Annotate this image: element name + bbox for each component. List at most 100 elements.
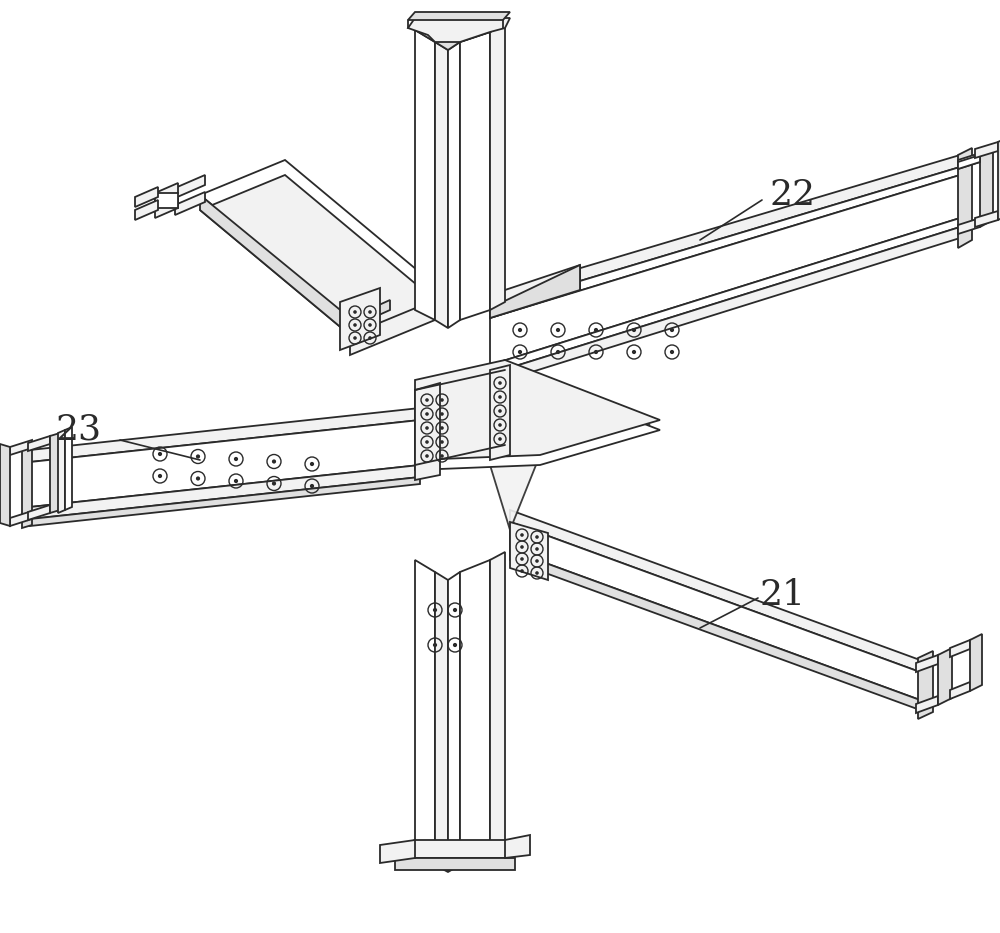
Circle shape — [234, 479, 238, 483]
Polygon shape — [958, 218, 980, 234]
Polygon shape — [30, 477, 420, 526]
Circle shape — [425, 440, 429, 444]
Polygon shape — [958, 148, 972, 248]
Polygon shape — [975, 142, 998, 158]
Polygon shape — [10, 440, 32, 455]
Circle shape — [425, 454, 429, 458]
Polygon shape — [490, 155, 960, 308]
Polygon shape — [175, 175, 205, 198]
Text: 21: 21 — [760, 578, 806, 612]
Text: 22: 22 — [770, 178, 816, 212]
Circle shape — [520, 545, 524, 549]
Circle shape — [498, 438, 502, 440]
Polygon shape — [435, 35, 460, 50]
Polygon shape — [10, 511, 32, 526]
Polygon shape — [340, 288, 380, 350]
Polygon shape — [415, 30, 435, 320]
Circle shape — [433, 608, 437, 612]
Circle shape — [440, 426, 444, 430]
Circle shape — [368, 323, 372, 327]
Polygon shape — [408, 18, 510, 42]
Polygon shape — [22, 445, 32, 528]
Circle shape — [498, 396, 502, 398]
Polygon shape — [425, 370, 490, 460]
Polygon shape — [0, 444, 10, 526]
Polygon shape — [448, 42, 460, 328]
Polygon shape — [200, 160, 435, 318]
Circle shape — [353, 323, 357, 327]
Polygon shape — [505, 835, 530, 858]
Circle shape — [518, 350, 522, 355]
Polygon shape — [958, 155, 980, 169]
Circle shape — [440, 454, 444, 458]
Circle shape — [535, 547, 539, 550]
Circle shape — [594, 350, 598, 355]
Polygon shape — [490, 265, 580, 318]
Polygon shape — [970, 634, 982, 691]
Polygon shape — [415, 560, 435, 865]
Circle shape — [196, 454, 200, 459]
Polygon shape — [490, 218, 960, 374]
Circle shape — [520, 569, 524, 573]
Polygon shape — [958, 153, 980, 169]
Circle shape — [518, 327, 522, 332]
Polygon shape — [200, 195, 350, 335]
Polygon shape — [490, 167, 960, 318]
Circle shape — [272, 481, 276, 485]
Circle shape — [368, 336, 372, 340]
Circle shape — [453, 608, 457, 612]
Polygon shape — [448, 572, 460, 872]
Circle shape — [632, 350, 636, 355]
Polygon shape — [460, 560, 490, 865]
Circle shape — [440, 398, 444, 402]
Polygon shape — [916, 655, 938, 672]
Polygon shape — [155, 198, 178, 218]
Circle shape — [556, 350, 560, 355]
Polygon shape — [975, 211, 998, 227]
Polygon shape — [980, 146, 993, 227]
Circle shape — [440, 440, 444, 444]
Polygon shape — [395, 840, 515, 858]
Polygon shape — [28, 505, 50, 520]
Circle shape — [556, 327, 560, 332]
Circle shape — [453, 643, 457, 648]
Polygon shape — [490, 455, 540, 530]
Circle shape — [594, 327, 598, 332]
Circle shape — [272, 459, 276, 464]
Text: 23: 23 — [55, 413, 101, 447]
Circle shape — [520, 557, 524, 561]
Polygon shape — [155, 183, 178, 203]
Circle shape — [234, 457, 238, 461]
Polygon shape — [490, 365, 510, 460]
Circle shape — [310, 484, 314, 488]
Circle shape — [535, 571, 539, 575]
Polygon shape — [415, 383, 440, 480]
Polygon shape — [490, 227, 960, 385]
Circle shape — [353, 310, 357, 313]
Circle shape — [158, 474, 162, 478]
Polygon shape — [415, 360, 660, 460]
Polygon shape — [490, 370, 650, 465]
Polygon shape — [30, 420, 420, 507]
Polygon shape — [175, 192, 205, 215]
Circle shape — [535, 536, 539, 538]
Polygon shape — [30, 465, 420, 519]
Polygon shape — [938, 648, 952, 705]
Polygon shape — [58, 430, 65, 513]
Polygon shape — [510, 522, 920, 700]
Circle shape — [440, 412, 444, 416]
Polygon shape — [350, 285, 435, 355]
Circle shape — [368, 310, 372, 313]
Circle shape — [196, 477, 200, 480]
Polygon shape — [460, 32, 490, 320]
Circle shape — [535, 559, 539, 563]
Circle shape — [158, 452, 162, 456]
Circle shape — [433, 643, 437, 648]
Circle shape — [353, 336, 357, 340]
Polygon shape — [30, 408, 420, 462]
Circle shape — [632, 327, 636, 332]
Polygon shape — [135, 187, 158, 207]
Polygon shape — [28, 436, 50, 451]
Circle shape — [425, 398, 429, 402]
Polygon shape — [135, 200, 158, 220]
